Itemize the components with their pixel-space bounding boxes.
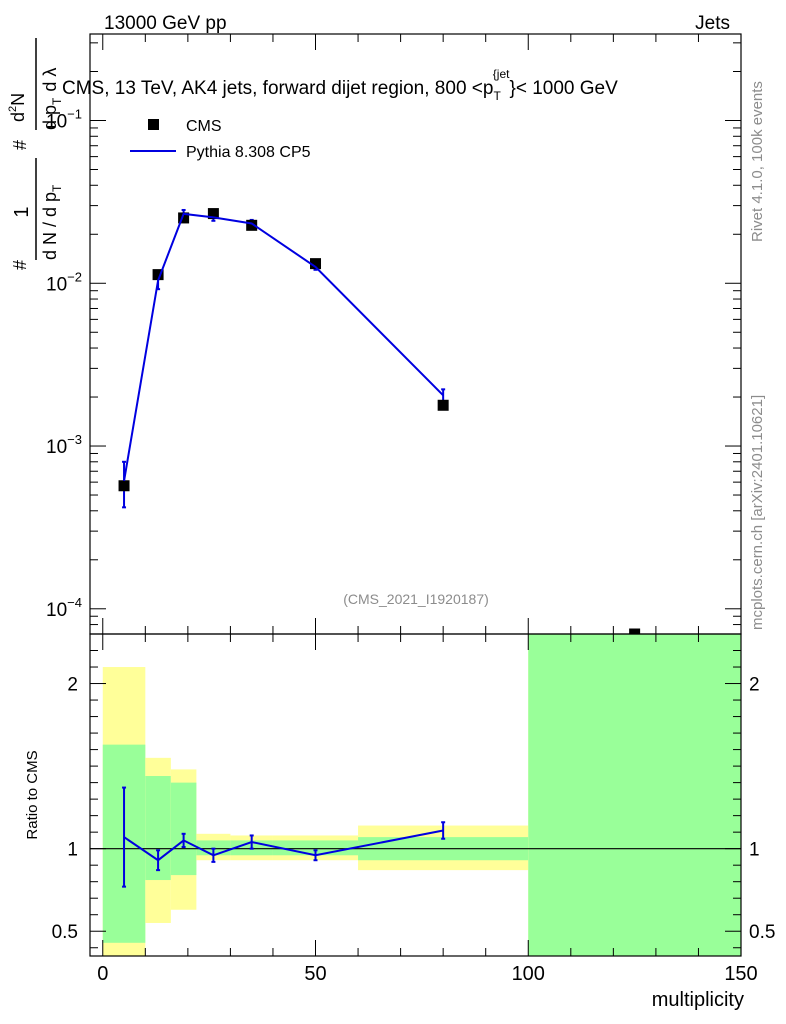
ratio-plot-frame bbox=[89, 633, 742, 957]
ylabel-hash-1: # bbox=[10, 260, 30, 270]
legend-marker-cms bbox=[148, 119, 159, 130]
legend-label-pythia: Pythia 8.308 CP5 bbox=[186, 144, 311, 161]
cms-data-point-3 bbox=[207, 208, 219, 220]
ratio-y-tick-label-left-1: 1 bbox=[67, 840, 78, 861]
legend: CMS Pythia 8.308 CP5 bbox=[130, 118, 311, 161]
ratio-y-tick-label-right-0: 0.5 bbox=[749, 922, 775, 943]
header-right-label: Jets bbox=[695, 13, 730, 34]
ratio-band-green-7 bbox=[528, 634, 741, 956]
ylabel-numerator: d2N bbox=[7, 93, 28, 122]
cms-data-point-1 bbox=[152, 269, 164, 281]
ratio-y-axis-label: Ratio to CMS bbox=[24, 750, 41, 839]
ylabel-one: 1 bbox=[11, 206, 33, 217]
main-y-tick-label-3: 10−1 bbox=[46, 107, 82, 133]
legend-label-cms: CMS bbox=[186, 118, 222, 135]
header-left-label: 13000 GeV pp bbox=[104, 13, 227, 34]
pythia-series-line bbox=[123, 212, 444, 482]
title-pre: CMS, 13 TeV, AK4 jets, forward dijet reg… bbox=[62, 78, 493, 99]
ratio-y-tick-label-left-2: 2 bbox=[67, 675, 78, 696]
main-y-axis-label: # 1 d N / d pT # d2N d pTd λ bbox=[7, 38, 64, 270]
ratio-y-tick-label-left-0: 0.5 bbox=[52, 922, 78, 943]
main-y-tick-label-1: 10−3 bbox=[46, 432, 82, 458]
main-plot-title: CMS, 13 TeV, AK4 jets, forward dijet reg… bbox=[62, 67, 618, 103]
cms-data-point-6 bbox=[437, 399, 449, 411]
ratio-y-tick-label-right-2: 2 bbox=[749, 675, 760, 696]
ylabel-denominator-2: d pTd λ bbox=[40, 68, 64, 130]
ratio-x-tick-label-1: 50 bbox=[304, 963, 326, 985]
title-sup: {jet bbox=[493, 67, 510, 81]
ylabel-denominator: d N / d pT bbox=[40, 184, 64, 260]
ratio-band-green-2 bbox=[170, 782, 197, 876]
analysis-watermark: (CMS_2021_I1920187) bbox=[343, 591, 489, 607]
title-post: }< 1000 GeV bbox=[509, 78, 618, 99]
title-sub: T bbox=[493, 89, 501, 103]
cms-data-point-4 bbox=[246, 219, 258, 231]
ratio-y-tick-label-right-1: 1 bbox=[749, 840, 760, 861]
ratio-x-tick-label-2: 100 bbox=[512, 963, 545, 985]
ylabel-hash-2: # bbox=[10, 140, 30, 150]
side-label-mcplots: mcplots.cern.ch [arXiv:2401.10621] bbox=[749, 395, 766, 630]
ratio-x-axis-label: multiplicity bbox=[652, 989, 744, 1011]
cms-data-point-5 bbox=[310, 258, 322, 270]
ratio-series-line bbox=[123, 829, 444, 862]
ratio-x-tick-label-3: 150 bbox=[724, 963, 757, 985]
svg-text:#: # bbox=[10, 260, 30, 270]
cms-data-point-0 bbox=[118, 480, 130, 492]
cms-data-point-2 bbox=[178, 212, 190, 224]
side-label-rivet: Rivet 4.1.0, 100k events bbox=[749, 81, 766, 242]
main-y-tick-label-2: 10−2 bbox=[46, 269, 82, 295]
main-y-tick-label-0: 10−4 bbox=[46, 595, 82, 621]
ratio-x-tick-label-0: 0 bbox=[97, 963, 108, 985]
